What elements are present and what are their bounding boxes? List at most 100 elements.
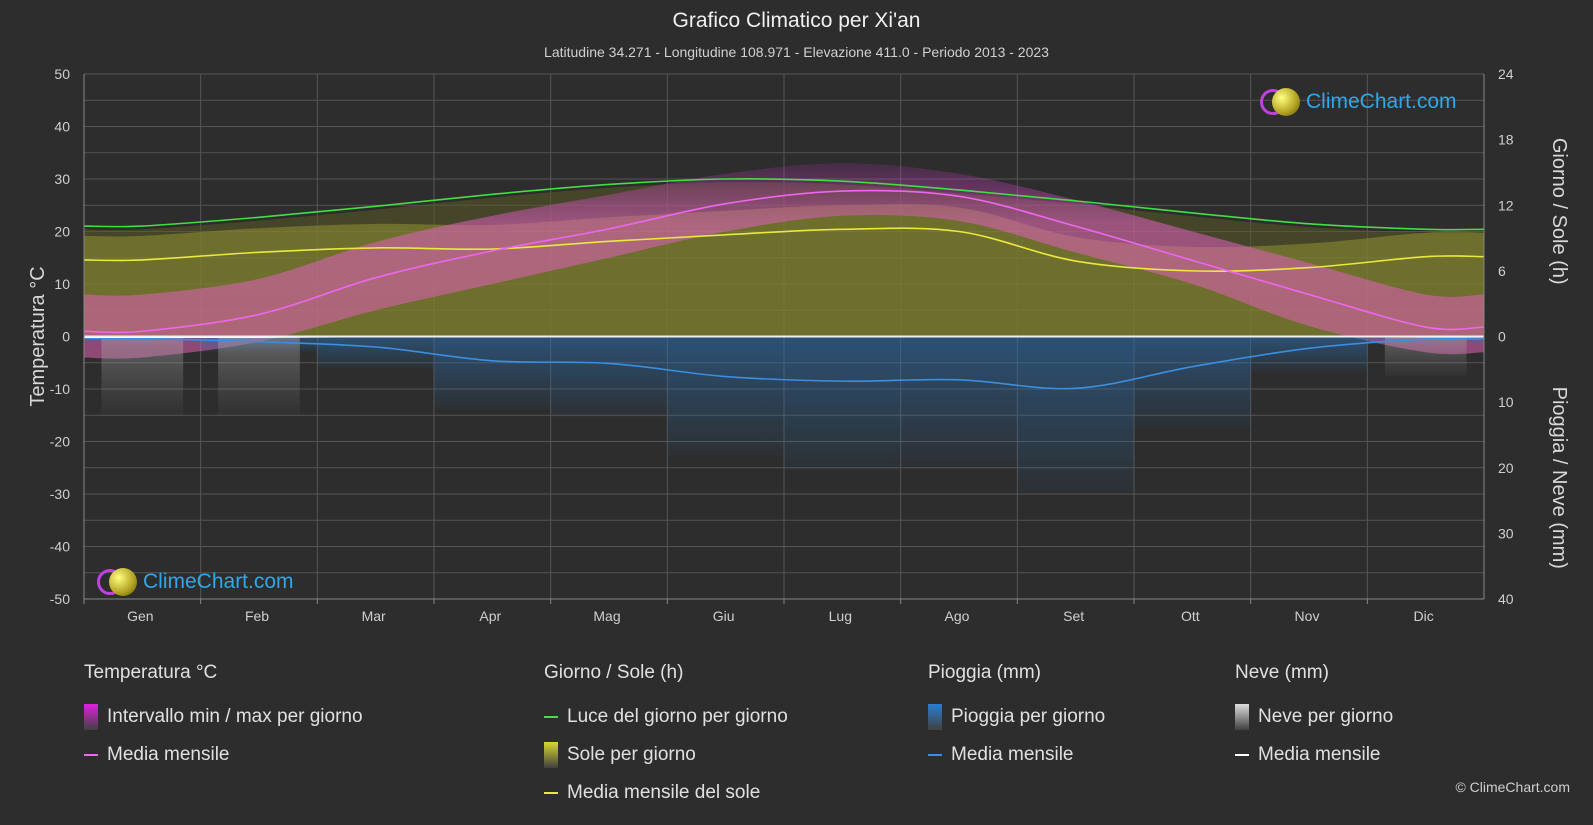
legend-swatch-line [928, 754, 942, 756]
right-bottom-axis-title: Pioggia / Neve (mm) [1548, 387, 1570, 569]
rain-bar [667, 336, 784, 457]
left-tick-label: -30 [50, 486, 70, 502]
legend-item: Media mensile del sole [544, 774, 788, 812]
legend-item: Intervallo min / max per giorno [84, 698, 363, 736]
chart-title: Grafico Climatico per Xi'an [672, 9, 921, 32]
snow-bar [1384, 336, 1467, 376]
legend-swatch-box [84, 704, 98, 730]
left-tick-label: -40 [50, 539, 70, 555]
data-area [84, 163, 1484, 493]
logo-bottom[interactable]: ClimeChart.com [97, 568, 294, 596]
month-label: Gen [127, 608, 153, 624]
right-top-tick-label: 24 [1498, 66, 1514, 82]
climate-chart: 50 40 30 20 10 0 -10 -20 -30 -40 -50 24 18 12 6 0 10 20 30… [27, 66, 1570, 624]
legend-heading: Pioggia (mm) [928, 662, 1041, 683]
rain-bar [317, 336, 434, 368]
legend-group: Neve (mm) Neve per giorno Media mensile [1235, 662, 1393, 774]
left-tick-label: -10 [50, 381, 70, 397]
month-label: Ott [1181, 608, 1200, 624]
rain-mean-line [83, 337, 1485, 390]
legend-swatch-box [928, 704, 942, 730]
legend-label: Sole per giorno [567, 744, 696, 765]
temperature-mean-line [83, 189, 1485, 334]
legend-spacer [928, 688, 1105, 698]
left-tick-label: 30 [54, 171, 70, 187]
right-top-axis-title: Giorno / Sole (h) [1548, 138, 1570, 285]
legend-item: Sole per giorno [544, 736, 788, 774]
month-label: Nov [1295, 608, 1320, 624]
legend-swatch-box [1235, 704, 1249, 730]
snow-bar [101, 336, 184, 416]
legend-item: Neve per giorno [1235, 698, 1393, 736]
legend-label: Intervallo min / max per giorno [107, 706, 363, 727]
legend-item: Pioggia per giorno [928, 698, 1105, 736]
right-top-tick-label: 18 [1498, 132, 1514, 148]
legend-heading: Giorno / Sole (h) [544, 662, 684, 683]
legend-swatch-line [544, 716, 558, 718]
rain-bar [1017, 336, 1134, 493]
legend-spacer [84, 688, 363, 698]
right-top-tick-label: 12 [1498, 197, 1514, 213]
axes: 50 40 30 20 10 0 -10 -20 -30 -40 -50 24 18 12 6 0 10 20 30… [27, 66, 1570, 624]
month-label: Lug [829, 608, 852, 624]
legend-item: Media mensile [84, 736, 363, 774]
left-tick-label: 0 [62, 329, 70, 345]
rain-bar [900, 336, 1018, 467]
legend-swatch-line [84, 754, 98, 756]
logo-top[interactable]: ClimeChart.com [1260, 88, 1457, 116]
left-axis-title: Temperatura °C [27, 266, 49, 406]
legend-heading: Temperatura °C [84, 662, 218, 683]
left-tick-label: 10 [54, 276, 70, 292]
legend-item: Media mensile [928, 736, 1105, 774]
copyright: © ClimeChart.com [1455, 779, 1570, 795]
left-tick-label: 40 [54, 119, 70, 135]
left-tick-label: 20 [54, 224, 70, 240]
right-bottom-tick-label: 40 [1498, 591, 1514, 607]
right-bottom-tick-label: 30 [1498, 525, 1514, 541]
legend-label: Media mensile [1258, 744, 1381, 765]
legend-heading: Neve (mm) [1235, 662, 1329, 683]
left-tick-label: 50 [54, 66, 70, 82]
logo-globe-icon [109, 568, 137, 596]
rain-bar [550, 336, 668, 418]
month-label: Dic [1414, 608, 1434, 624]
legend-label: Media mensile [107, 744, 230, 765]
left-tick-label: -50 [50, 591, 70, 607]
month-label: Feb [245, 608, 269, 624]
rain-bar [434, 336, 551, 410]
legend-swatch-box [544, 742, 558, 768]
legend-label: Luce del giorno per giorno [567, 706, 788, 727]
right-bottom-tick-label: 10 [1498, 394, 1514, 410]
left-tick-label: -20 [50, 434, 70, 450]
daylight-line [83, 178, 1485, 231]
legend-swatch-line [1235, 754, 1249, 756]
logo-text: ClimeChart.com [143, 570, 294, 593]
legend-group: Giorno / Sole (h) Luce del giorno per gio… [544, 662, 788, 812]
legend-swatch-line [544, 792, 558, 794]
month-label: Apr [479, 608, 501, 624]
month-label: Ago [945, 608, 970, 624]
legend-label: Neve per giorno [1258, 706, 1394, 727]
month-label: Mar [362, 608, 386, 624]
right-top-tick-label: 0 [1498, 329, 1506, 345]
legend-label: Pioggia per giorno [951, 706, 1106, 727]
legend-group: Temperatura °C Intervallo min / max per g… [84, 662, 363, 774]
month-label: Set [1063, 608, 1084, 624]
logo-globe-icon [1272, 88, 1300, 116]
sunshine-mean-line [83, 227, 1485, 272]
legend-group: Pioggia (mm) Pioggia per giorno Media mens… [928, 662, 1105, 774]
chart-subtitle: Latitudine 34.271 - Longitudine 108.971 … [544, 44, 1049, 60]
right-top-tick-label: 6 [1498, 263, 1506, 279]
rain-bar [1134, 336, 1251, 428]
legend-label: Media mensile [951, 744, 1074, 765]
legend-item: Luce del giorno per giorno [544, 698, 788, 736]
rain-bar [784, 336, 901, 471]
logo-text: ClimeChart.com [1306, 90, 1457, 113]
legend-label: Media mensile del sole [567, 782, 761, 803]
legend-spacer [544, 688, 788, 698]
month-label: Giu [713, 608, 735, 624]
month-label: Mag [593, 608, 620, 624]
snow-bar [218, 336, 300, 416]
legend-item: Media mensile [1235, 736, 1393, 774]
legend-spacer [1235, 688, 1393, 698]
